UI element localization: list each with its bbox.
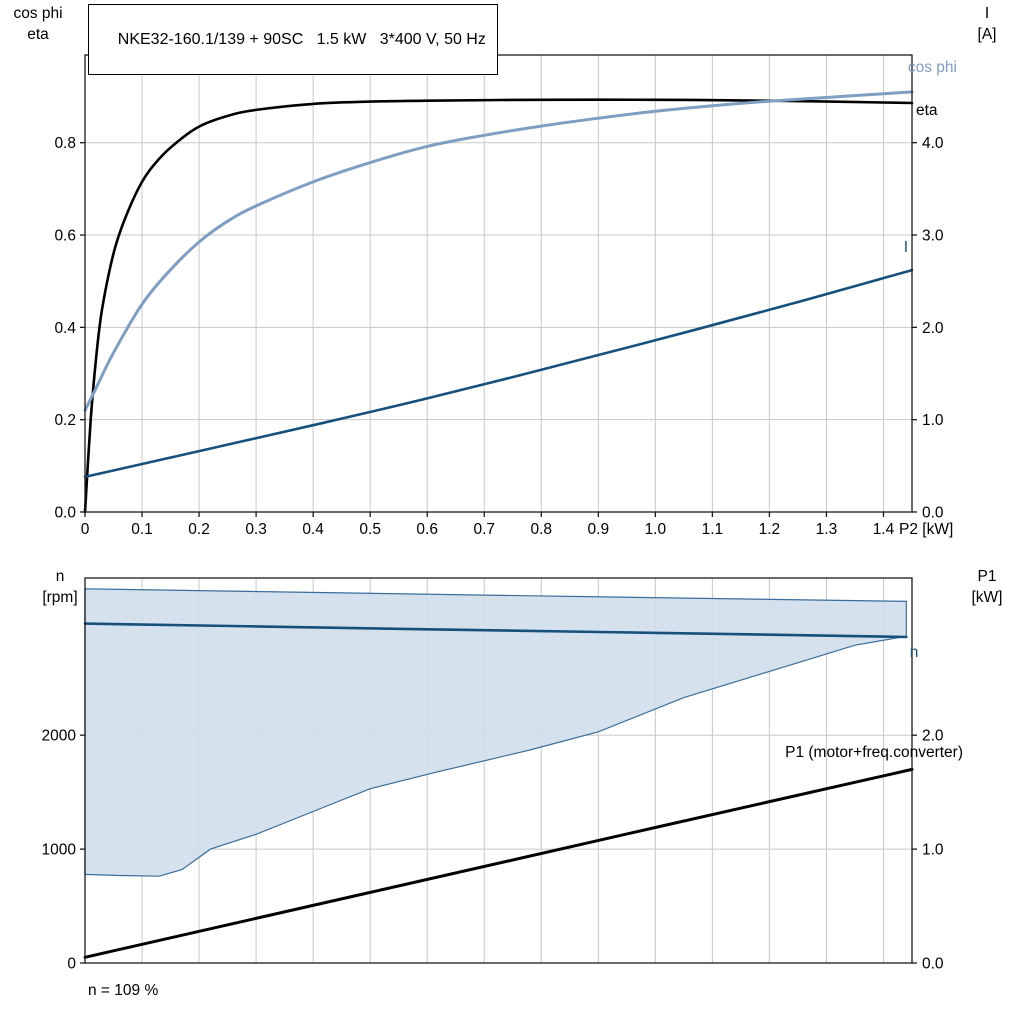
axis-label-cos-phi: cos phi bbox=[13, 5, 63, 22]
axis-tick-label: 0.4 bbox=[302, 521, 324, 538]
axis-label-p1-unit: [kW] bbox=[971, 589, 1003, 606]
axis-label-eta: eta bbox=[27, 26, 49, 43]
axis-tick-label: 0.0 bbox=[922, 505, 944, 522]
axis-tick-label: 1.1 bbox=[702, 521, 724, 538]
axis-tick-label: 0.6 bbox=[416, 521, 438, 538]
axis-tick-label: 0 bbox=[81, 521, 90, 538]
speed-duty-envelope-region bbox=[84, 588, 907, 877]
axis-tick-label: 0.8 bbox=[530, 521, 552, 538]
axis-tick-label: 0.2 bbox=[54, 412, 76, 429]
chart-speed-and-input-power-curves: 0 1000 2000 0.0 1.0 2.0 n P1 (motor+freq.conver… bbox=[42, 577, 963, 973]
chart-title-box: NKE32-160.1/139 + 90SC 1.5 kW 3*400 V, 5… bbox=[88, 4, 498, 75]
speed-percentage-note: n = 109 % bbox=[88, 982, 159, 999]
axis-tick-label: 0.7 bbox=[473, 521, 495, 538]
axis-label-speed-unit: [rpm] bbox=[42, 589, 78, 606]
top-left-axis-label: cos phi eta bbox=[3, 3, 73, 45]
curve-label-P1: P1 (motor+freq.converter) bbox=[785, 744, 963, 761]
series-P1 bbox=[83, 767, 914, 959]
series-cos-phi bbox=[83, 90, 914, 412]
axis-tick-label: 0.8 bbox=[54, 135, 76, 152]
bottom-right-axis-label: P1 [kW] bbox=[952, 566, 1022, 608]
series-I bbox=[83, 268, 914, 479]
axis-tick-label: 1.3 bbox=[816, 521, 838, 538]
axis-tick-label: 0.4 bbox=[54, 320, 76, 337]
axis-label-p1: P1 bbox=[977, 568, 997, 585]
axis-tick-label: 0.9 bbox=[588, 521, 610, 538]
axis-tick-label: 0.0 bbox=[922, 956, 944, 973]
axis-tick-label: 0.3 bbox=[245, 521, 267, 538]
axis-tick-label: 2000 bbox=[42, 728, 77, 745]
chart-motor-performance-curves: 0.0 0.2 0.4 0.6 0.8 0.0 1.0 2.0 3.0 4.0 0 0.1 0.2 0.3… bbox=[54, 54, 957, 538]
axis-tick-label: 1.4 bbox=[873, 521, 895, 538]
axis-tick-label: 2.0 bbox=[922, 320, 944, 337]
axis-tick-label: 0.1 bbox=[131, 521, 153, 538]
curve-label-I: I bbox=[904, 239, 908, 256]
gridlines bbox=[85, 55, 912, 512]
axis-tick-label: 0 bbox=[67, 956, 76, 973]
axis-tick-label: 0.6 bbox=[54, 228, 76, 245]
curve-label-eta: eta bbox=[916, 102, 938, 119]
axis-tick-label: 1.0 bbox=[645, 521, 667, 538]
curve-label-cos-phi: cos phi bbox=[908, 59, 957, 76]
axis-tick-label: 1000 bbox=[42, 842, 77, 859]
axis-tick-label: 1.2 bbox=[759, 521, 781, 538]
axis-ticks: 0.0 0.2 0.4 0.6 0.8 0.0 1.0 2.0 3.0 4.0 0 0.1 0.2 0.3… bbox=[54, 135, 953, 538]
axis-ticks: 0 1000 2000 0.0 1.0 2.0 bbox=[42, 728, 944, 973]
axis-label-current: I bbox=[984, 5, 990, 22]
plot-frame bbox=[84, 54, 913, 513]
axis-tick-label: 1.0 bbox=[922, 412, 944, 429]
axis-tick-label: 0.2 bbox=[188, 521, 210, 538]
axis-tick-label: 0.0 bbox=[54, 505, 76, 522]
axis-label-current-unit: [A] bbox=[977, 26, 997, 43]
axis-tick-label: 2.0 bbox=[922, 728, 944, 745]
axis-tick-label: 4.0 bbox=[922, 135, 944, 152]
series-eta bbox=[83, 98, 914, 514]
x-axis-label: P2 [kW] bbox=[899, 521, 953, 538]
bottom-left-axis-label: n [rpm] bbox=[25, 566, 95, 608]
top-right-axis-label: I [A] bbox=[952, 3, 1022, 45]
axis-tick-label: 1.0 bbox=[922, 842, 944, 859]
series-n bbox=[83, 622, 908, 639]
axis-tick-label: 3.0 bbox=[922, 228, 944, 245]
axis-label-speed: n bbox=[55, 568, 65, 585]
plot-frame bbox=[84, 577, 913, 964]
curve-label-n: n bbox=[910, 644, 919, 661]
chart-title: NKE32-160.1/139 + 90SC 1.5 kW 3*400 V, 5… bbox=[117, 31, 486, 48]
axis-tick-label: 0.5 bbox=[359, 521, 381, 538]
